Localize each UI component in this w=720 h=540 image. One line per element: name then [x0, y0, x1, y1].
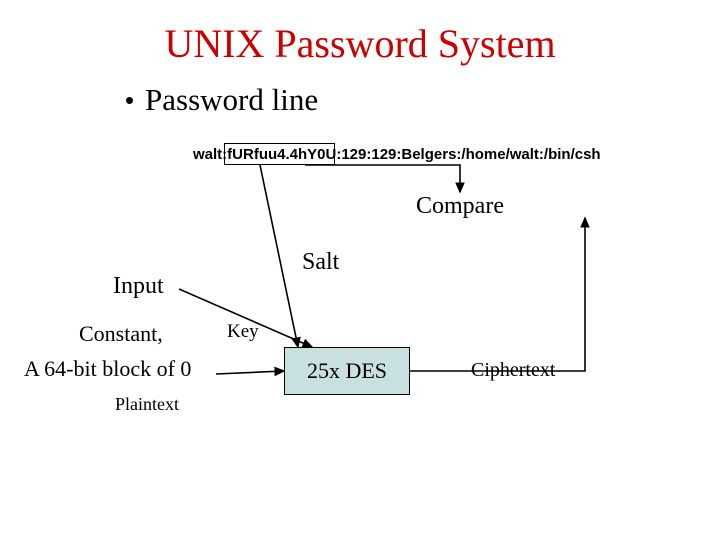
label-plaintext: Plaintext [115, 394, 179, 415]
des-box: 25x DES [284, 347, 410, 395]
slide-title: UNIX Password System [0, 20, 720, 67]
des-box-label: 25x DES [307, 358, 387, 384]
label-constant-line1: Constant, [79, 321, 163, 347]
bullet-text: Password line [145, 82, 318, 118]
label-ciphertext: Ciphertext [471, 359, 555, 382]
password-field-box [224, 143, 335, 165]
label-compare: Compare [416, 193, 504, 220]
label-key: Key [227, 321, 259, 343]
slide-stage: UNIX Password System Password line walt:… [0, 0, 720, 540]
label-constant-line2: A 64-bit block of 0 [24, 356, 191, 382]
label-input: Input [113, 273, 164, 300]
bullet-dot-icon [126, 97, 133, 104]
bullet-item: Password line [126, 82, 318, 118]
label-salt: Salt [302, 249, 339, 276]
arrows-layer [0, 0, 720, 540]
